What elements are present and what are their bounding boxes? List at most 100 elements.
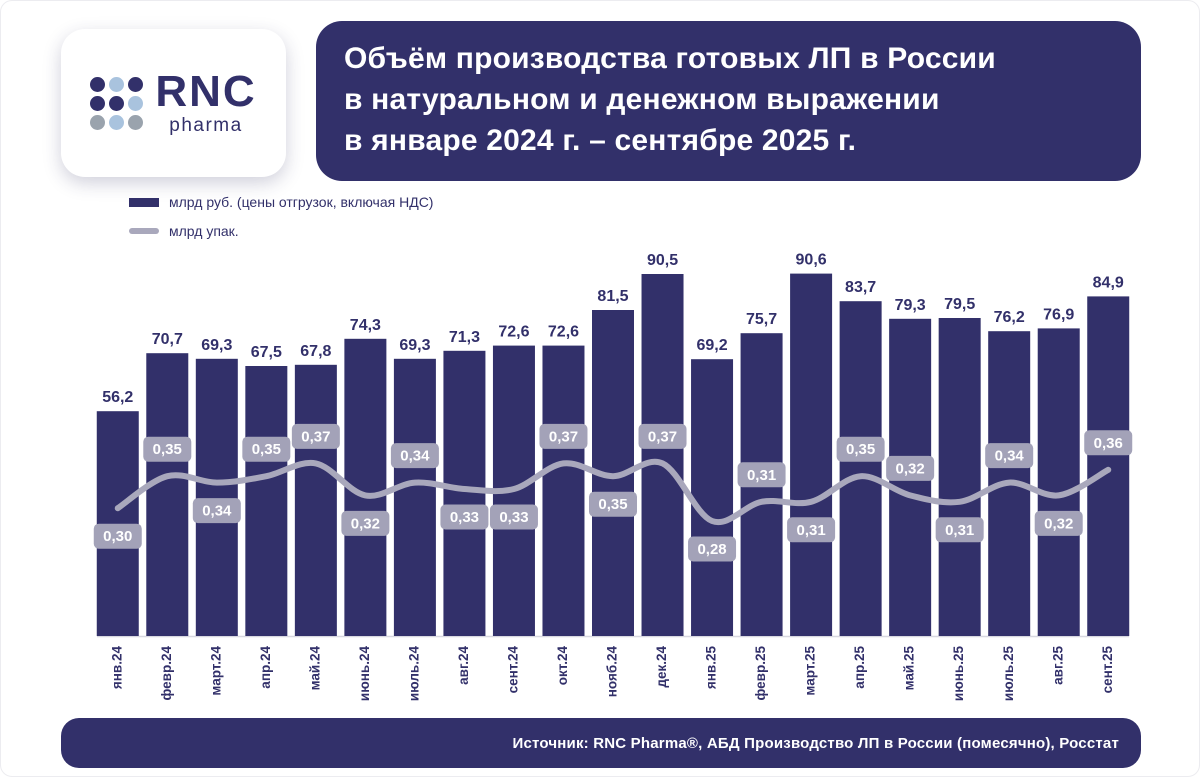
logo-dots-grid (90, 76, 144, 130)
category-label: окт.24 (555, 646, 570, 686)
bar (245, 366, 288, 636)
category-label: февр.25 (753, 646, 768, 701)
bar (1037, 328, 1080, 636)
bar-value-label: 69,2 (696, 337, 727, 354)
chart-title-band: Объём производства готовых ЛП в России в… (316, 21, 1141, 181)
bar-value-label: 70,7 (152, 331, 183, 348)
logo-subname: pharma (169, 114, 243, 136)
bar-value-label: 84,9 (1093, 274, 1124, 291)
pack-label-box (787, 517, 836, 543)
category-label: февр.24 (159, 646, 174, 701)
bar-value-label: 71,3 (449, 329, 480, 346)
bar (641, 274, 684, 636)
bar-value-label: 90,6 (796, 252, 827, 269)
bar (146, 353, 189, 636)
pack-label-box (1084, 430, 1133, 456)
logo-dot (109, 114, 125, 130)
bar-series-swatch (129, 197, 159, 207)
category-label: июль.24 (406, 646, 421, 702)
pack-label-box (192, 498, 241, 524)
category-label: июнь.24 (357, 646, 372, 702)
pack-label-box (886, 455, 935, 481)
pack-value-labels: 0,30 0,35 0,34 0,35 0,37 0,32 0,34 0,33 0,33 0,37… (93, 423, 1133, 562)
bar (938, 318, 981, 636)
bar-value-label: 74,3 (350, 317, 381, 334)
pack-value-label: 0,35 (153, 441, 182, 458)
bar-value-label: 79,3 (895, 297, 926, 314)
pack-value-label: 0,35 (846, 441, 875, 458)
pack-label-box (341, 510, 390, 536)
bar-value-label: 72,6 (498, 324, 529, 341)
pack-label-box (688, 536, 737, 562)
pack-value-label: 0,33 (450, 509, 479, 526)
rnc-pharma-logo: RNC pharma (61, 29, 286, 177)
category-label: июль.25 (1001, 646, 1016, 702)
category-label: июнь.25 (951, 646, 966, 702)
pack-value-label: 0,34 (202, 503, 232, 520)
logo-dot (128, 76, 144, 92)
chart-title-line-2: в натуральном и денежном выражении (344, 83, 940, 116)
bar (1087, 296, 1130, 636)
bar (790, 273, 833, 636)
bar-value-label: 90,5 (647, 252, 678, 269)
logo-text: RNC pharma (155, 66, 257, 137)
logo-dot (90, 76, 106, 92)
category-label: дек.24 (654, 646, 669, 688)
line-series-swatch (129, 228, 159, 234)
bar (691, 359, 734, 636)
logo-name: RNC (155, 66, 257, 116)
logo-dot (90, 95, 106, 111)
pack-label-box (539, 423, 588, 449)
pack-label-box (390, 443, 439, 469)
pack-value-label: 0,31 (796, 522, 825, 539)
bar (443, 350, 486, 636)
pack-label-box (589, 491, 637, 517)
pack-value-label: 0,37 (549, 428, 578, 445)
production-chart: 56,2 70,7 69,3 67,5 67,8 74,3 69,3 71,3 72,6 72,6… (93, 252, 1133, 702)
pack-label-box (737, 462, 786, 488)
source-band: Источник: RNC Pharma®, АБД Производство … (61, 718, 1141, 768)
category-label: авг.24 (456, 646, 471, 685)
logo-dot (109, 76, 125, 92)
pack-value-label: 0,34 (400, 448, 430, 465)
bar-value-label: 69,3 (399, 337, 430, 354)
bar-value-label: 76,9 (1043, 306, 1074, 323)
pack-value-label: 0,32 (1044, 515, 1073, 532)
bar-value-label: 67,5 (251, 344, 282, 361)
bar-value-label: 67,8 (300, 343, 331, 360)
pack-label-box (985, 443, 1034, 469)
pack-label-box (291, 423, 340, 449)
pack-value-label: 0,31 (945, 522, 974, 539)
bar (96, 411, 139, 636)
category-label: март.24 (208, 646, 223, 696)
logo-dot (128, 95, 144, 111)
bar-value-label: 75,7 (746, 311, 777, 328)
legend-item-rub: млрд руб. (цены отгрузок, включая НДС) (129, 194, 433, 210)
pack-line (114, 458, 1112, 526)
category-label: авг.25 (1050, 646, 1065, 685)
bar-value-label: 81,5 (597, 288, 628, 305)
bar (294, 364, 337, 636)
pack-value-label: 0,37 (301, 428, 330, 445)
bar (195, 358, 238, 636)
pack-value-label: 0,32 (351, 515, 380, 532)
bar-value-label: 83,7 (845, 279, 876, 296)
legend-item-pack: млрд упак. (129, 223, 433, 239)
pack-label-box (242, 436, 291, 462)
category-label: сент.24 (506, 646, 521, 694)
pack-value-label: 0,36 (1094, 435, 1123, 452)
chart-title-line-1: Объём производства готовых ЛП в России (344, 42, 996, 75)
legend-label-rub: млрд руб. (цены отгрузок, включая НДС) (169, 194, 434, 210)
category-label: апр.24 (258, 646, 273, 689)
pack-value-label: 0,37 (648, 428, 677, 445)
pack-label-box (440, 504, 489, 530)
category-label: янв.24 (109, 646, 124, 690)
category-label: апр.25 (852, 646, 867, 689)
logo-dot (128, 114, 144, 130)
category-labels: янв.24 февр.24 март.24 апр.24 май.24 июнь.24 и… (109, 646, 1114, 702)
chart-title-line-3: в январе 2024 г. – сентябре 2025 г. (344, 124, 857, 157)
logo-dot (109, 95, 125, 111)
bar-value-label: 76,2 (994, 309, 1025, 326)
bar-value-label: 69,3 (201, 337, 232, 354)
